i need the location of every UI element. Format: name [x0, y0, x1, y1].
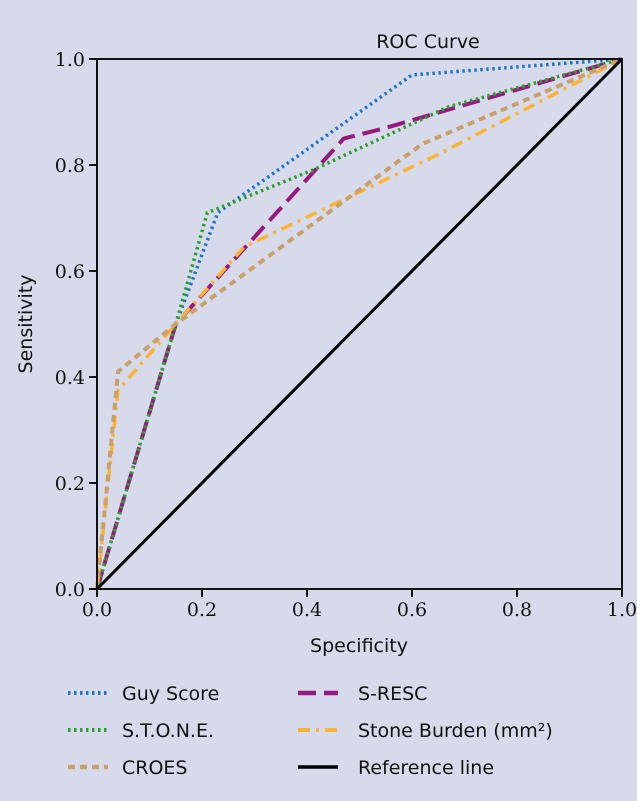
legend-label: S.T.O.N.E. — [122, 720, 214, 742]
x-tick-label: 0.6 — [397, 599, 427, 621]
legend-label: Stone Burden (mm²) — [358, 720, 553, 742]
y-tick-label: 1.0 — [55, 49, 85, 71]
legend-label: Guy Score — [122, 683, 219, 705]
y-tick-label: 0.0 — [55, 579, 85, 601]
legend-label: Reference line — [358, 757, 494, 779]
legend-label: CROES — [122, 757, 188, 779]
series-layer — [95, 57, 624, 591]
y-tick-label: 0.6 — [55, 261, 85, 283]
axis-ticks: 0.0 0.2 0.4 0.6 0.8 1.0 0.0 0.2 0.4 0.6 0.8 1.0 — [55, 49, 637, 621]
y-tick-label: 0.2 — [55, 473, 85, 495]
x-tick-label: 0.4 — [292, 599, 322, 621]
series-line-guy-score — [95, 57, 623, 590]
x-tick-label: 0.0 — [82, 599, 112, 621]
series-line-s-t-o-n-e — [95, 57, 623, 590]
plot-frame — [96, 58, 623, 590]
y-tick-label: 0.4 — [55, 367, 85, 389]
y-tick-label: 0.8 — [55, 155, 85, 177]
series-line-s-resc — [95, 57, 623, 590]
x-axis-label: Specificity — [310, 635, 408, 657]
legend-label: S-RESC — [358, 683, 427, 705]
series-line-stone-burden-mm — [95, 57, 623, 590]
x-tick-label: 0.8 — [502, 599, 532, 621]
series-line-reference-line — [95, 57, 624, 591]
chart-title: ROC Curve — [376, 31, 480, 53]
series-line-croes — [95, 57, 623, 590]
legend: Guy Score S.T.O.N.E. CROES S-RESC Stone Burd… — [68, 683, 553, 779]
x-tick-label: 1.0 — [607, 599, 637, 621]
y-axis-label: Sensitivity — [15, 275, 37, 374]
x-tick-label: 0.2 — [187, 599, 217, 621]
